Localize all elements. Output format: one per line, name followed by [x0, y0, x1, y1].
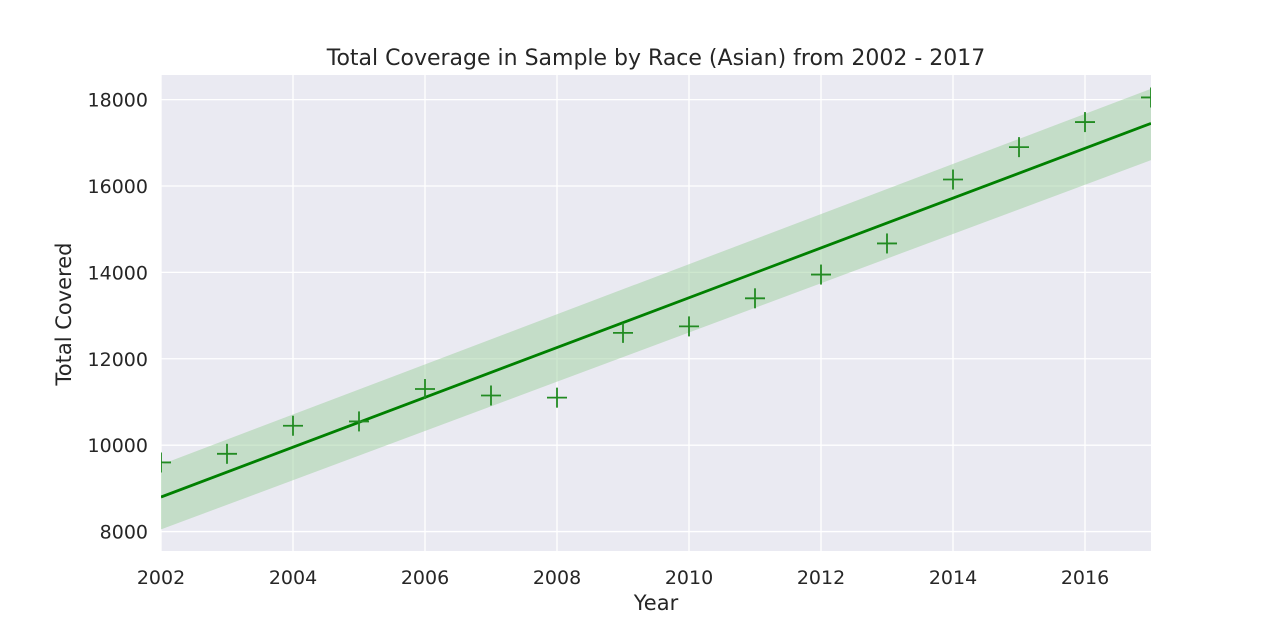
y-tick-label: 8000	[100, 522, 148, 544]
data-point	[283, 415, 303, 436]
data-points-layer	[161, 87, 1151, 473]
x-tick-label: 2012	[797, 567, 845, 589]
data-point	[161, 452, 171, 473]
data-point	[613, 322, 633, 343]
data-point	[745, 288, 765, 309]
x-tick-labels: 2002 2004 2006 2008 2010 2012 2014 2016	[137, 567, 1109, 589]
data-point	[1009, 137, 1029, 158]
data-point	[1075, 112, 1095, 133]
chart-title: Total Coverage in Sample by Race (Asian)…	[326, 46, 986, 71]
y-tick-label: 10000	[88, 435, 148, 457]
x-axis-label: Year	[633, 591, 679, 615]
data-point	[481, 385, 501, 406]
data-point	[217, 443, 237, 464]
data-point	[547, 387, 567, 408]
regression-line-layer	[161, 122, 1151, 499]
x-tick-label: 2006	[401, 567, 449, 589]
x-tick-label: 2010	[665, 567, 713, 589]
y-tick-label: 14000	[88, 262, 148, 284]
x-tick-label: 2008	[533, 567, 581, 589]
data-point	[877, 233, 897, 254]
data-point	[349, 411, 369, 432]
x-tick-label: 2016	[1061, 567, 1109, 589]
data-point	[415, 379, 435, 400]
data-point	[1141, 87, 1151, 108]
y-tick-label: 18000	[88, 90, 148, 112]
regression-line	[161, 122, 1151, 499]
data-point	[811, 264, 831, 285]
y-axis-label: Total Covered	[52, 242, 76, 386]
data-point	[943, 169, 963, 190]
data-point	[679, 316, 699, 337]
y-tick-label: 16000	[88, 176, 148, 198]
y-tick-label: 12000	[88, 349, 148, 371]
x-tick-label: 2014	[929, 567, 977, 589]
x-tick-label: 2002	[137, 567, 185, 589]
x-tick-label: 2004	[269, 567, 317, 589]
y-tick-labels: 8000 10000 12000 14000 16000 18000	[88, 90, 148, 544]
